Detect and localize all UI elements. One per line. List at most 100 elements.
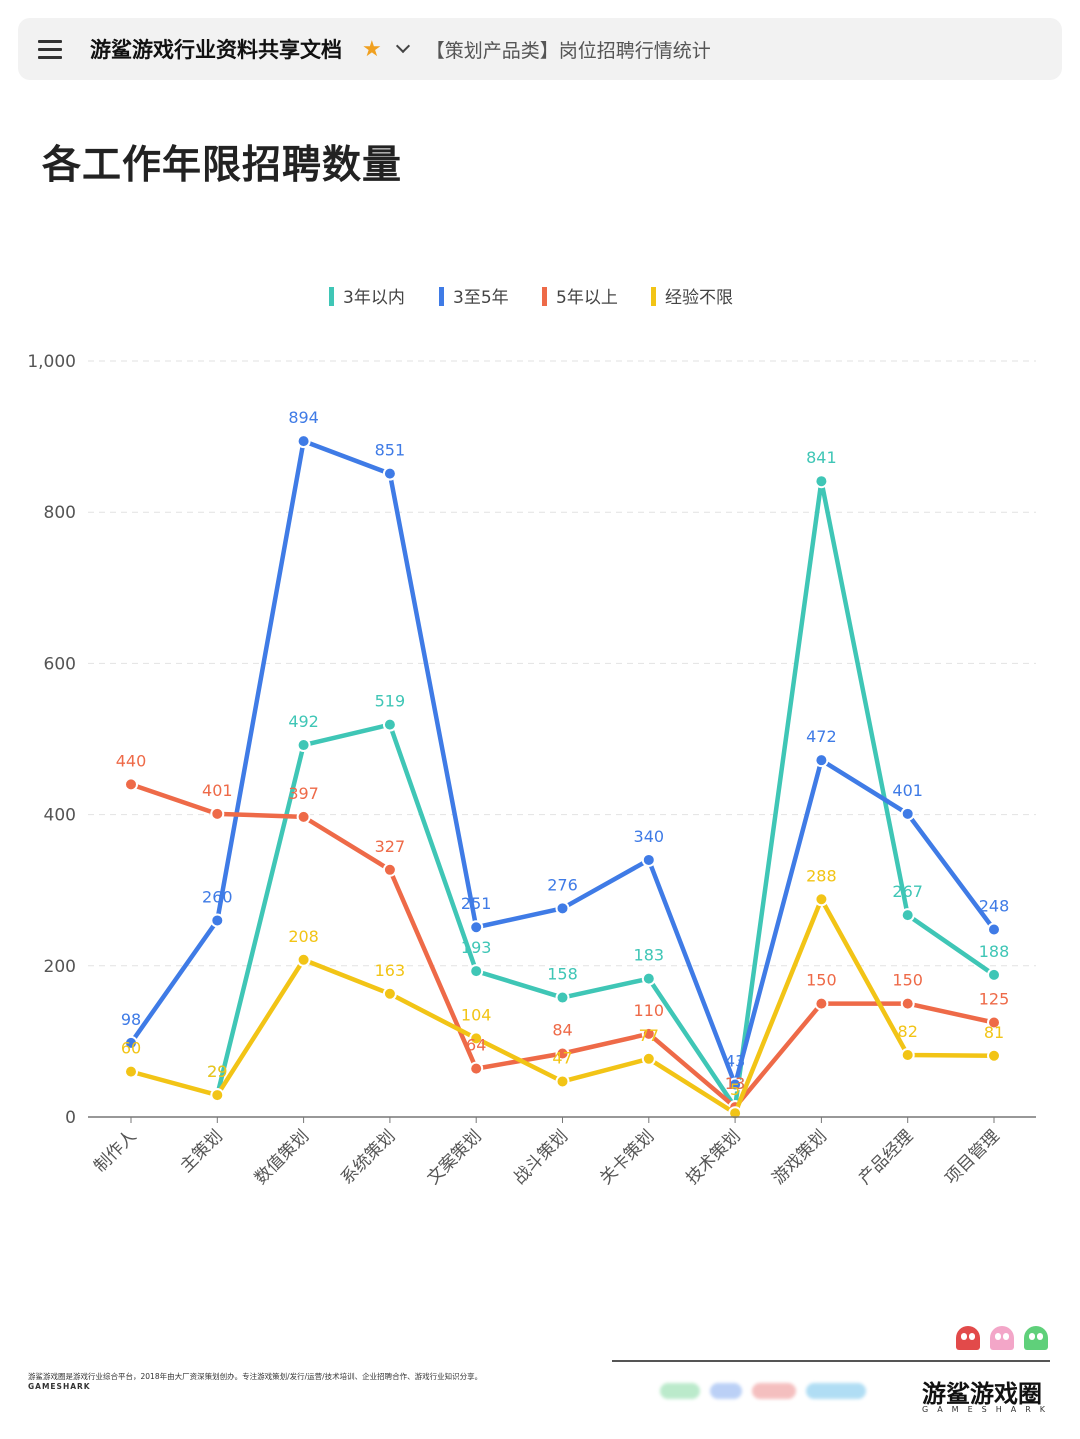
data-point[interactable] [555,901,570,916]
data-point[interactable] [296,952,311,967]
data-point[interactable] [296,434,311,449]
legend-swatch [651,287,656,306]
top-bar: 游鲨游戏行业资料共享文档 ★ 【策划产品类】岗位招聘行情统计 [18,18,1062,80]
data-point[interactable] [814,753,829,768]
data-point[interactable] [210,1088,225,1103]
data-point[interactable] [987,922,1001,937]
data-label: 150 [892,971,923,990]
menu-icon[interactable] [38,40,62,59]
legend-label[interactable]: 5年以上 [556,288,618,308]
data-point[interactable] [210,806,225,821]
legend-label[interactable]: 经验不限 [665,288,733,308]
data-label: 288 [806,866,837,885]
x-tick-label: 系统策划 [337,1126,399,1188]
x-tick-label: 产品经理 [855,1126,917,1188]
data-point[interactable] [814,474,829,489]
data-point[interactable] [987,1048,1001,1063]
data-point[interactable] [124,1035,138,1050]
data-label: 29 [207,1062,227,1081]
data-label: 84 [552,1020,572,1039]
data-point[interactable] [382,717,397,732]
page-title: 各工作年限招聘数量 [42,143,403,188]
data-point[interactable] [382,986,397,1001]
data-label: 60 [121,1039,141,1058]
data-label: 163 [375,961,406,980]
y-tick-label: 600 [44,654,76,674]
star-icon[interactable]: ★ [362,36,382,62]
data-label: 13 [725,1074,745,1093]
data-label: 492 [288,712,319,731]
ghost-red-icon [956,1326,980,1350]
data-point[interactable] [382,466,397,481]
series-line-1 [128,438,997,1087]
app-title: 游鲨游戏行业资料共享文档 [90,38,342,62]
data-point[interactable] [296,738,311,753]
series-line-0 [215,478,997,1110]
data-point[interactable] [382,862,397,877]
data-point[interactable] [641,852,656,867]
data-point[interactable] [555,1074,570,1089]
data-label: 260 [202,887,233,906]
data-point[interactable] [210,913,225,928]
data-label: 158 [547,965,578,984]
legend-label[interactable]: 3至5年 [453,288,509,308]
data-label: 841 [806,448,837,467]
data-point[interactable] [296,809,311,824]
y-tick-label: 200 [44,957,76,977]
y-tick-label: 1,000 [27,352,76,372]
data-point[interactable] [814,892,829,907]
data-point[interactable] [728,1077,743,1092]
data-label: 5 [730,1080,740,1099]
data-point[interactable] [555,1046,570,1061]
data-label: 251 [461,894,492,913]
data-point[interactable] [124,1064,138,1079]
ghost-icons [956,1326,1050,1350]
legend-label[interactable]: 3年以内 [343,288,405,308]
chart-data-labels: 29 492 519 193 158 183 13 841 267 188 98 260 894 851 2… [116,408,1010,1099]
data-point[interactable] [469,1061,484,1076]
x-tick-label: 数值策划 [251,1126,313,1188]
data-label: 150 [806,971,837,990]
data-point[interactable] [814,996,829,1011]
brand-logo: 游鲨游戏圈 [922,1380,1042,1408]
data-label: 519 [375,692,406,711]
data-label: 894 [288,408,319,427]
data-point[interactable] [641,1051,656,1066]
data-point[interactable] [555,990,570,1005]
partner-logos [660,1380,910,1402]
x-tick-label: 战斗策划 [510,1126,572,1188]
data-label: 81 [984,1023,1004,1042]
legend-swatch [542,287,547,306]
data-point[interactable] [987,967,1001,982]
line-chart: 29 492 519 193 158 183 13 841 267 188 98 260 894 851 2… [27,287,1036,1189]
legend-swatch [329,287,334,306]
data-label: 43 [725,1051,745,1070]
data-point[interactable] [900,996,915,1011]
data-label: 125 [979,990,1010,1009]
data-point[interactable] [900,806,915,821]
data-label: 47 [552,1048,572,1067]
data-point[interactable] [124,777,138,792]
data-label: 401 [202,781,233,800]
data-point[interactable] [900,908,915,923]
ghost-pink-icon [990,1326,1014,1350]
data-point[interactable] [641,1026,656,1041]
data-point[interactable] [469,964,484,979]
chart-legend: 3年以内 3至5年 5年以上 经验不限 [329,287,733,308]
x-tick-label: 主策划 [177,1126,227,1176]
data-label: 340 [634,827,665,846]
data-label: 110 [634,1001,665,1020]
y-tick-label: 400 [44,806,76,826]
data-label: 193 [461,938,492,957]
footer-sub: GAMESHARK [28,1382,91,1391]
data-point[interactable] [469,1031,484,1046]
x-tick-label: 技术策划 [682,1126,744,1188]
chart-series [124,434,1001,1121]
data-label: 248 [979,897,1010,916]
data-label: 77 [639,1026,659,1045]
data-point[interactable] [641,971,656,986]
data-point[interactable] [987,1015,1001,1030]
data-point[interactable] [469,920,484,935]
data-label: 188 [979,942,1010,961]
data-point[interactable] [900,1048,915,1063]
